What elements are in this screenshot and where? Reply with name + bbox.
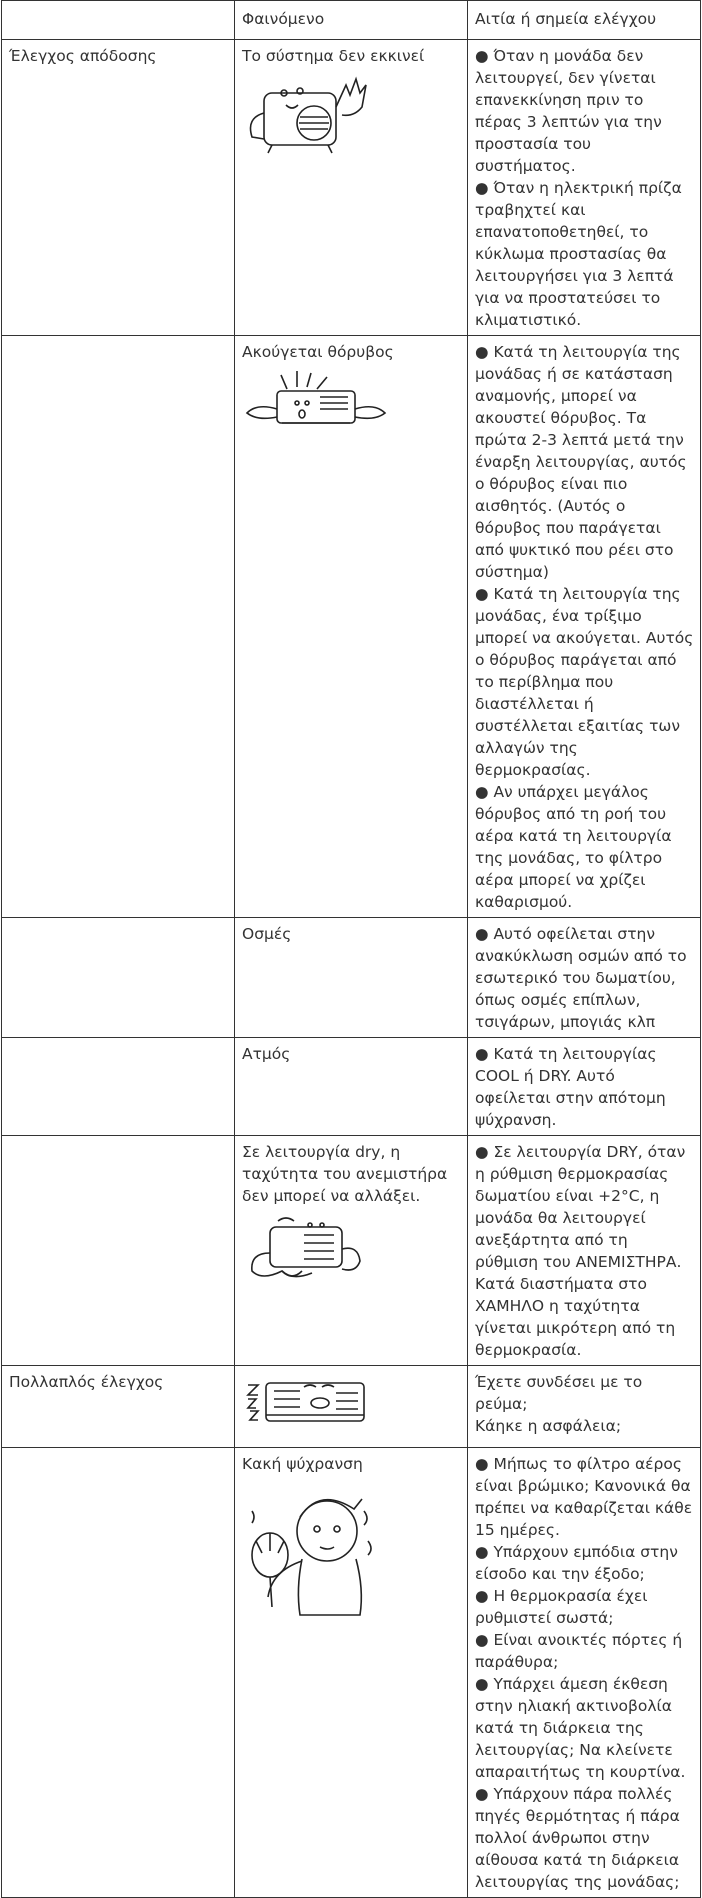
cause-text: ● Αυτό οφείλεται στην ανακύκλωση οσμών α… — [475, 925, 687, 1031]
cause-text: ● Κατά τη λειτουργία της μονάδας ή σε κα… — [475, 343, 687, 581]
phenomenon-cell: Το σύστημα δεν εκκινεί — [234, 39, 468, 336]
cause-text: ● Αν υπάρχει μεγάλος θόρυβος από τη ροή … — [475, 783, 672, 911]
illustration — [245, 371, 387, 424]
table-row: Σε λειτουργία dry, η ταχύτητα του ανεμισ… — [1, 1135, 701, 1366]
category-cell — [1, 1447, 235, 1898]
category-cell — [1, 335, 235, 918]
cause-text: ● Η θερμοκρασία έχει ρυθμιστεί σωστά; — [475, 1587, 648, 1627]
phenomenon-text: Ακούγεται θόρυβος — [242, 343, 394, 361]
cause-text: ● Σε λειτουργία DRY, όταν η ρύθμιση θερμ… — [475, 1143, 686, 1359]
phenomenon-cell: Κακή ψύχρανση — [234, 1447, 468, 1898]
phenomenon-cell: Ατμός — [234, 1037, 468, 1136]
phenomenon-text: Ατμός — [242, 1045, 291, 1063]
header-cell: Αιτία ή σημεία ελέγχου — [467, 0, 701, 40]
category-cell — [1, 1037, 235, 1136]
phenomenon-cell: Οσμές — [234, 917, 468, 1038]
phenomenon-text: Το σύστημα δεν εκκινεί — [242, 47, 425, 65]
phenomenon-text: Κακή ψύχρανση — [242, 1455, 363, 1473]
cause-text: ● Όταν η μονάδα δεν λειτουργεί, δεν γίνε… — [475, 47, 662, 175]
illustration — [249, 76, 367, 154]
cause-cell: ● Μήπως το φίλτρο αέρος είναι βρώμικο; Κ… — [467, 1447, 701, 1898]
table-row: Πολλαπλός έλεγχος Έχετε συνδέσει με το ρε… — [1, 1365, 701, 1448]
cause-text: ● Υπάρχει άμεση έκθεση στην ηλιακή ακτιν… — [475, 1675, 686, 1781]
category-cell — [1, 917, 235, 1038]
illustration — [251, 1217, 361, 1278]
table-row: Έλεγχος απόδοσης Το σύστημα δεν εκκινεί ● … — [1, 39, 701, 336]
cause-cell: ● Κατά τη λειτουργίας COOL ή DRY. Αυτό ο… — [467, 1037, 701, 1136]
cause-cell: ● Σε λειτουργία DRY, όταν η ρύθμιση θερμ… — [467, 1135, 701, 1366]
cause-text: Έχετε συνδέσει με το ρεύμα; — [475, 1373, 643, 1413]
cause-text: ● Κατά τη λειτουργία της μονάδας, ένα τρ… — [475, 585, 694, 779]
illustration — [246, 1382, 365, 1422]
phenomenon-text: Σε λειτουργία dry, η ταχύτητα του ανεμισ… — [242, 1143, 448, 1205]
category-cell: Πολλαπλός έλεγχος — [1, 1365, 235, 1448]
cause-text: ● Είναι ανοικτές πόρτες ή παράθυρα; — [475, 1631, 683, 1671]
cause-text: ● Κατά τη λειτουργίας COOL ή DRY. Αυτό ο… — [475, 1045, 666, 1129]
cause-cell: Έχετε συνδέσει με το ρεύμα; Κάηκε η ασφάλ… — [467, 1365, 701, 1448]
cause-cell: ● Κατά τη λειτουργία της μονάδας ή σε κα… — [467, 335, 701, 918]
cause-text: Κάηκε η ασφάλεια; — [475, 1417, 622, 1435]
category-text: Πολλαπλός έλεγχος — [9, 1373, 164, 1391]
cause-cell: ● Αυτό οφείλεται στην ανακύκλωση οσμών α… — [467, 917, 701, 1038]
table-row: Ατμός ● Κατά τη λειτουργίας COOL ή DRY. Α… — [1, 1037, 701, 1136]
header-cell: Φαινόμενο — [234, 0, 468, 40]
cause-text: ● Όταν η ηλεκτρική πρίζα τραβηχτεί και ε… — [475, 179, 682, 329]
phenomenon-cell: Ακούγεται θόρυβος — [234, 335, 468, 918]
table-row: Κακή ψύχρανση ● Μήπως το φίλτρο αέρος είν… — [1, 1447, 701, 1898]
header-cell — [1, 0, 235, 40]
category-text: Έλεγχος απόδοσης — [9, 47, 157, 65]
phenomenon-text: Οσμές — [242, 925, 292, 943]
cause-text: ● Υπάρχουν εμπόδια στην είσοδο και την έ… — [475, 1543, 678, 1583]
cause-text: ● Μήπως το φίλτρο αέρος είναι βρώμικο; Κ… — [475, 1455, 693, 1539]
illustration — [251, 1498, 372, 1616]
table-row: Ακούγεται θόρυβος ● Κατά τη λειτουργία τη… — [1, 335, 701, 918]
table-row: Οσμές ● Αυτό οφείλεται στην ανακύκλωση οσ… — [1, 917, 701, 1038]
category-cell: Έλεγχος απόδοσης — [1, 39, 235, 336]
phenomenon-cell: Σε λειτουργία dry, η ταχύτητα του ανεμισ… — [234, 1135, 468, 1366]
cause-cell: ● Όταν η μονάδα δεν λειτουργεί, δεν γίνε… — [467, 39, 701, 336]
header-row: Φαινόμενο Αιτία ή σημεία ελέγχου — [1, 0, 701, 40]
phenomenon-cell — [234, 1365, 468, 1448]
category-cell — [1, 1135, 235, 1366]
table-body: Έλεγχος απόδοσης Το σύστημα δεν εκκινεί ● … — [1, 39, 701, 1898]
cause-text: ● Υπάρχουν πάρα πολλές πηγές θερμότητας … — [475, 1785, 680, 1891]
